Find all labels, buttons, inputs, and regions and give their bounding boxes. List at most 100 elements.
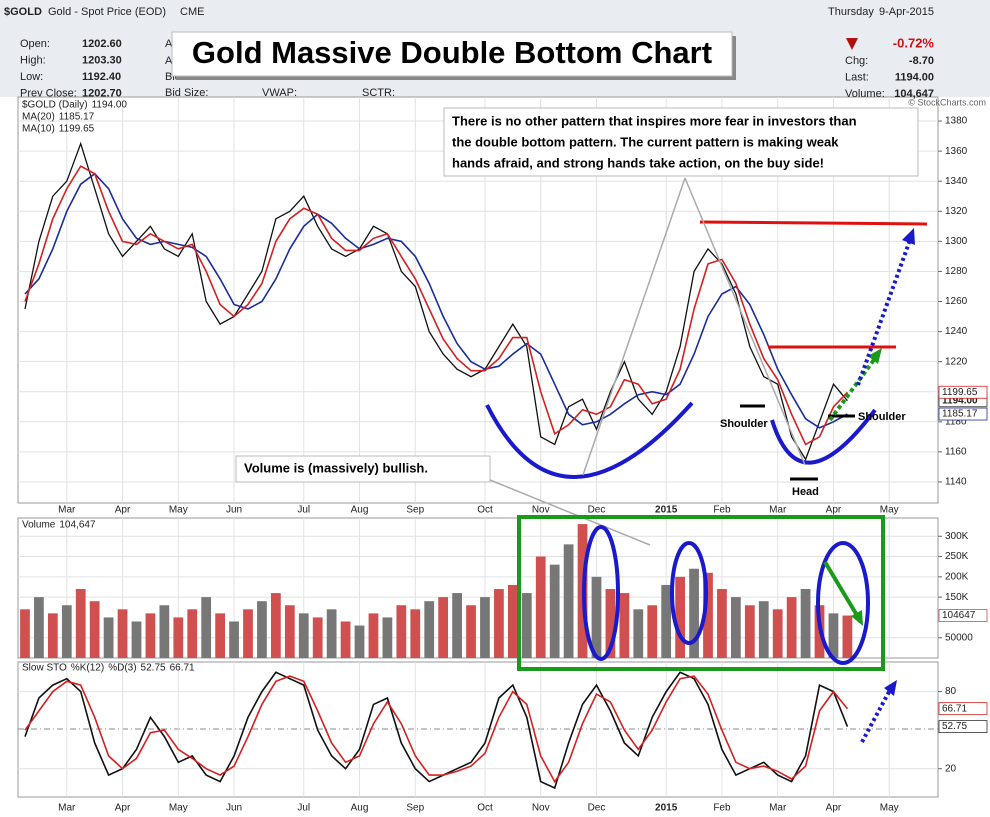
x-tick-label: Mar <box>769 505 787 516</box>
x-tick-label: Apr <box>826 505 842 516</box>
x-tick-label: Oct <box>477 505 493 516</box>
arrow <box>823 560 860 619</box>
legend-text: Slow STO <box>22 663 67 674</box>
annotations: Gold Massive Double Bottom Chart There i… <box>171 31 928 743</box>
field-value: 1203.30 <box>82 54 122 66</box>
volume-bar <box>75 589 86 658</box>
title: Gold Massive Double Bottom Chart <box>192 35 712 70</box>
volume-bar <box>703 572 713 658</box>
value-tag-box <box>938 385 988 399</box>
field-label: VWAP: <box>262 87 297 99</box>
x-tick-label: Mar <box>769 803 787 814</box>
volume-bar <box>229 621 239 658</box>
volume-bar <box>452 593 462 658</box>
x-tick-label: May <box>169 803 188 814</box>
x-tick-label: Apr <box>826 803 842 814</box>
volume-bar <box>354 625 365 658</box>
volume-bar <box>187 609 198 658</box>
x-tick-label: Feb <box>713 505 731 516</box>
x-tick-label: Sep <box>406 505 424 516</box>
volume-note: Volume is (massively) bullish. <box>244 460 428 475</box>
x-tick-label: Feb <box>713 803 731 814</box>
volume-bar <box>480 597 490 658</box>
volume-bar <box>786 597 797 658</box>
y-tick-label: 1180 <box>945 416 967 427</box>
y-tick-label: 1140 <box>945 477 967 488</box>
volume-bar <box>312 617 323 658</box>
legend-text: 1185.17 <box>59 112 95 123</box>
volume-bar <box>131 621 142 658</box>
series-line <box>24 141 848 461</box>
pointer <box>684 177 806 466</box>
shoulder-label: Shoulder <box>858 411 906 423</box>
series-line <box>24 675 849 784</box>
credit: © StockCharts.com <box>908 97 986 107</box>
volume-bar <box>619 593 630 658</box>
y-tick-label: 1320 <box>945 206 968 217</box>
field-label: High: <box>20 54 46 66</box>
arrow <box>828 355 878 422</box>
y-tick-label: 1260 <box>945 296 968 307</box>
ellipse <box>816 541 870 665</box>
y-tick-label: 50000 <box>945 632 973 643</box>
note-box <box>443 107 919 177</box>
x-tick-label: Mar <box>58 505 76 516</box>
arrowhead <box>868 348 882 364</box>
x-tick-label: Dec <box>588 803 606 814</box>
y-tick-label: 80 <box>945 686 957 697</box>
volume-bar <box>103 617 114 658</box>
value-tag-box <box>938 702 988 716</box>
volume-note-box <box>235 455 491 483</box>
x-tick-label: May <box>880 803 899 814</box>
volume-bar <box>396 605 407 658</box>
volume-bar <box>731 597 741 658</box>
y-tick-label: 1300 <box>945 236 968 247</box>
field-label: Prev Close: <box>20 87 77 99</box>
quote-label: Chg: <box>845 55 868 67</box>
volume-bar <box>201 597 212 658</box>
volume-bar <box>215 613 225 658</box>
volume-bar <box>243 609 253 658</box>
volume-bar <box>661 584 672 658</box>
x-tick-label: Apr <box>115 803 131 814</box>
data-layer: Mar Mar Apr Apr May May Jun Jun Jul Jul Aug Aug Sep S… <box>18 97 988 814</box>
quote-value: 1194.00 <box>895 71 934 83</box>
down-arrow <box>846 38 858 50</box>
volume-bar <box>689 568 699 658</box>
value-tag: 1199.65 <box>942 387 978 398</box>
field-label: Low: <box>20 71 43 83</box>
field-label: Bid Size: <box>165 87 208 99</box>
y-tick-label: 1380 <box>945 116 968 127</box>
volume-bar <box>842 615 853 658</box>
legend-text: $GOLD (Daily) <box>22 100 88 111</box>
x-tick-label: Aug <box>351 505 369 516</box>
x-tick-label: May <box>880 505 899 516</box>
volume-bar <box>507 584 518 658</box>
volume-box <box>517 515 885 671</box>
legend-text: MA(10) <box>22 124 55 135</box>
ellipse <box>582 525 620 661</box>
x-tick-label: 2015 <box>655 803 678 814</box>
volume-bar <box>772 609 783 658</box>
legend-text: 104,647 <box>59 520 96 531</box>
pointer <box>582 177 686 476</box>
volume-bar <box>117 609 128 658</box>
quote-label: Volume: <box>845 88 885 100</box>
series-line <box>24 165 848 446</box>
y-tick-label: 1360 <box>945 146 968 157</box>
note-line: There is no other pattern that inspires … <box>452 113 857 128</box>
date: 9-Apr-2015 <box>879 6 934 18</box>
volume-bar <box>828 613 839 658</box>
value-tag-box <box>938 609 988 622</box>
change-pct: -0.72% <box>893 35 935 50</box>
volume-bar <box>717 589 727 658</box>
cup-arc <box>485 401 694 479</box>
field-value: 1202.60 <box>82 38 122 50</box>
volume-bar <box>549 564 560 658</box>
volume-bar <box>563 544 574 658</box>
volume-bar <box>20 609 30 658</box>
x-tick-label: May <box>169 505 188 516</box>
legend-text: Volume <box>22 520 56 531</box>
y-tick-label: 20 <box>945 763 957 774</box>
head-arc <box>770 408 877 465</box>
